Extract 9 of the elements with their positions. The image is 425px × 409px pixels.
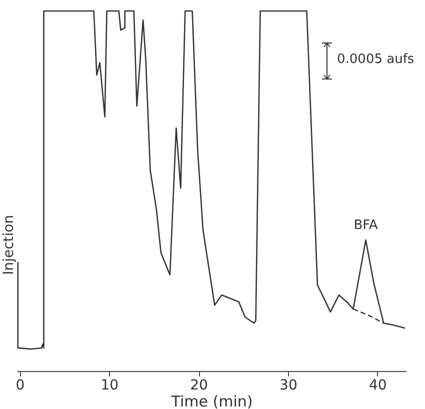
annotation: 0.0005 aufs (337, 52, 414, 67)
x-tick-label: 30 (280, 378, 298, 394)
annotation: BFA (354, 218, 378, 233)
annotation: Injection (0, 214, 17, 275)
x-axis-title: Time (min) (170, 392, 253, 409)
x-tick-label: 10 (100, 378, 119, 394)
x-tick-label: 20 (190, 378, 208, 394)
x-tick-label: 40 (368, 378, 387, 394)
x-tick-label: 0 (16, 378, 25, 394)
